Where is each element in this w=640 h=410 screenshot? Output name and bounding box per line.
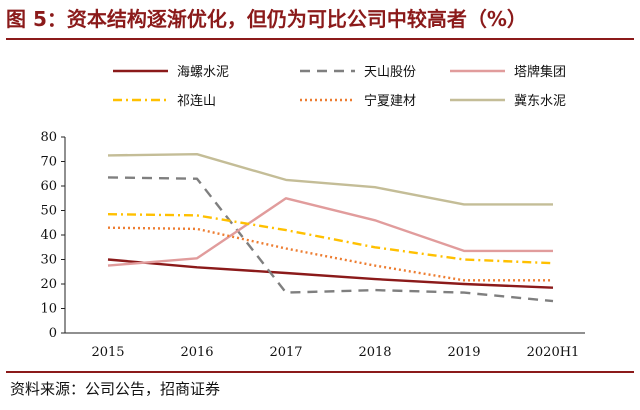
series-line-5	[107, 226, 553, 282]
x-tick-label: 2020H1	[527, 345, 580, 360]
chart-series	[107, 152, 554, 303]
x-tick-label: 2017	[269, 345, 302, 360]
series-line-3	[107, 197, 553, 267]
x-tick-label: 2018	[358, 345, 391, 360]
y-tick-label: 30	[40, 253, 57, 268]
y-tick-label: 50	[40, 204, 57, 219]
x-tick-label: 2015	[91, 345, 124, 360]
legend-label-6: 冀东水泥	[514, 93, 566, 109]
y-tick-label: 80	[40, 130, 57, 145]
series-line-2	[107, 176, 554, 303]
chart-axes: 0 10 20 30 40 50 60 70 80 2015 2016 2017 2018 2019 202…	[40, 130, 585, 360]
x-tick-label: 2016	[180, 345, 213, 360]
legend-label-2: 天山股份	[364, 65, 416, 80]
y-tick-label: 20	[40, 277, 57, 292]
y-tick-label: 70	[40, 155, 57, 170]
series-line-4	[107, 213, 554, 265]
series-line-1	[107, 258, 554, 289]
y-tick-label: 40	[40, 228, 57, 243]
x-tick-label: 2019	[447, 345, 480, 360]
legend-label-3: 塔牌集团	[514, 64, 566, 80]
source-rule	[6, 371, 634, 373]
title-rule	[6, 38, 634, 40]
y-tick-label: 0	[49, 326, 57, 341]
legend-label-5: 宁夏建材	[364, 93, 416, 109]
legend-label-4: 祁连山	[177, 93, 216, 109]
y-tick-label: 60	[40, 179, 57, 194]
figure-title: 图 5：资本结构逐渐优化，但仍为可比公司中较高者（%）	[6, 7, 527, 31]
y-tick-label: 10	[40, 302, 57, 317]
series-line-6	[107, 152, 553, 206]
source-note: 资料来源：公司公告，招商证券	[10, 380, 221, 398]
legend-label-1: 海螺水泥	[177, 65, 229, 80]
